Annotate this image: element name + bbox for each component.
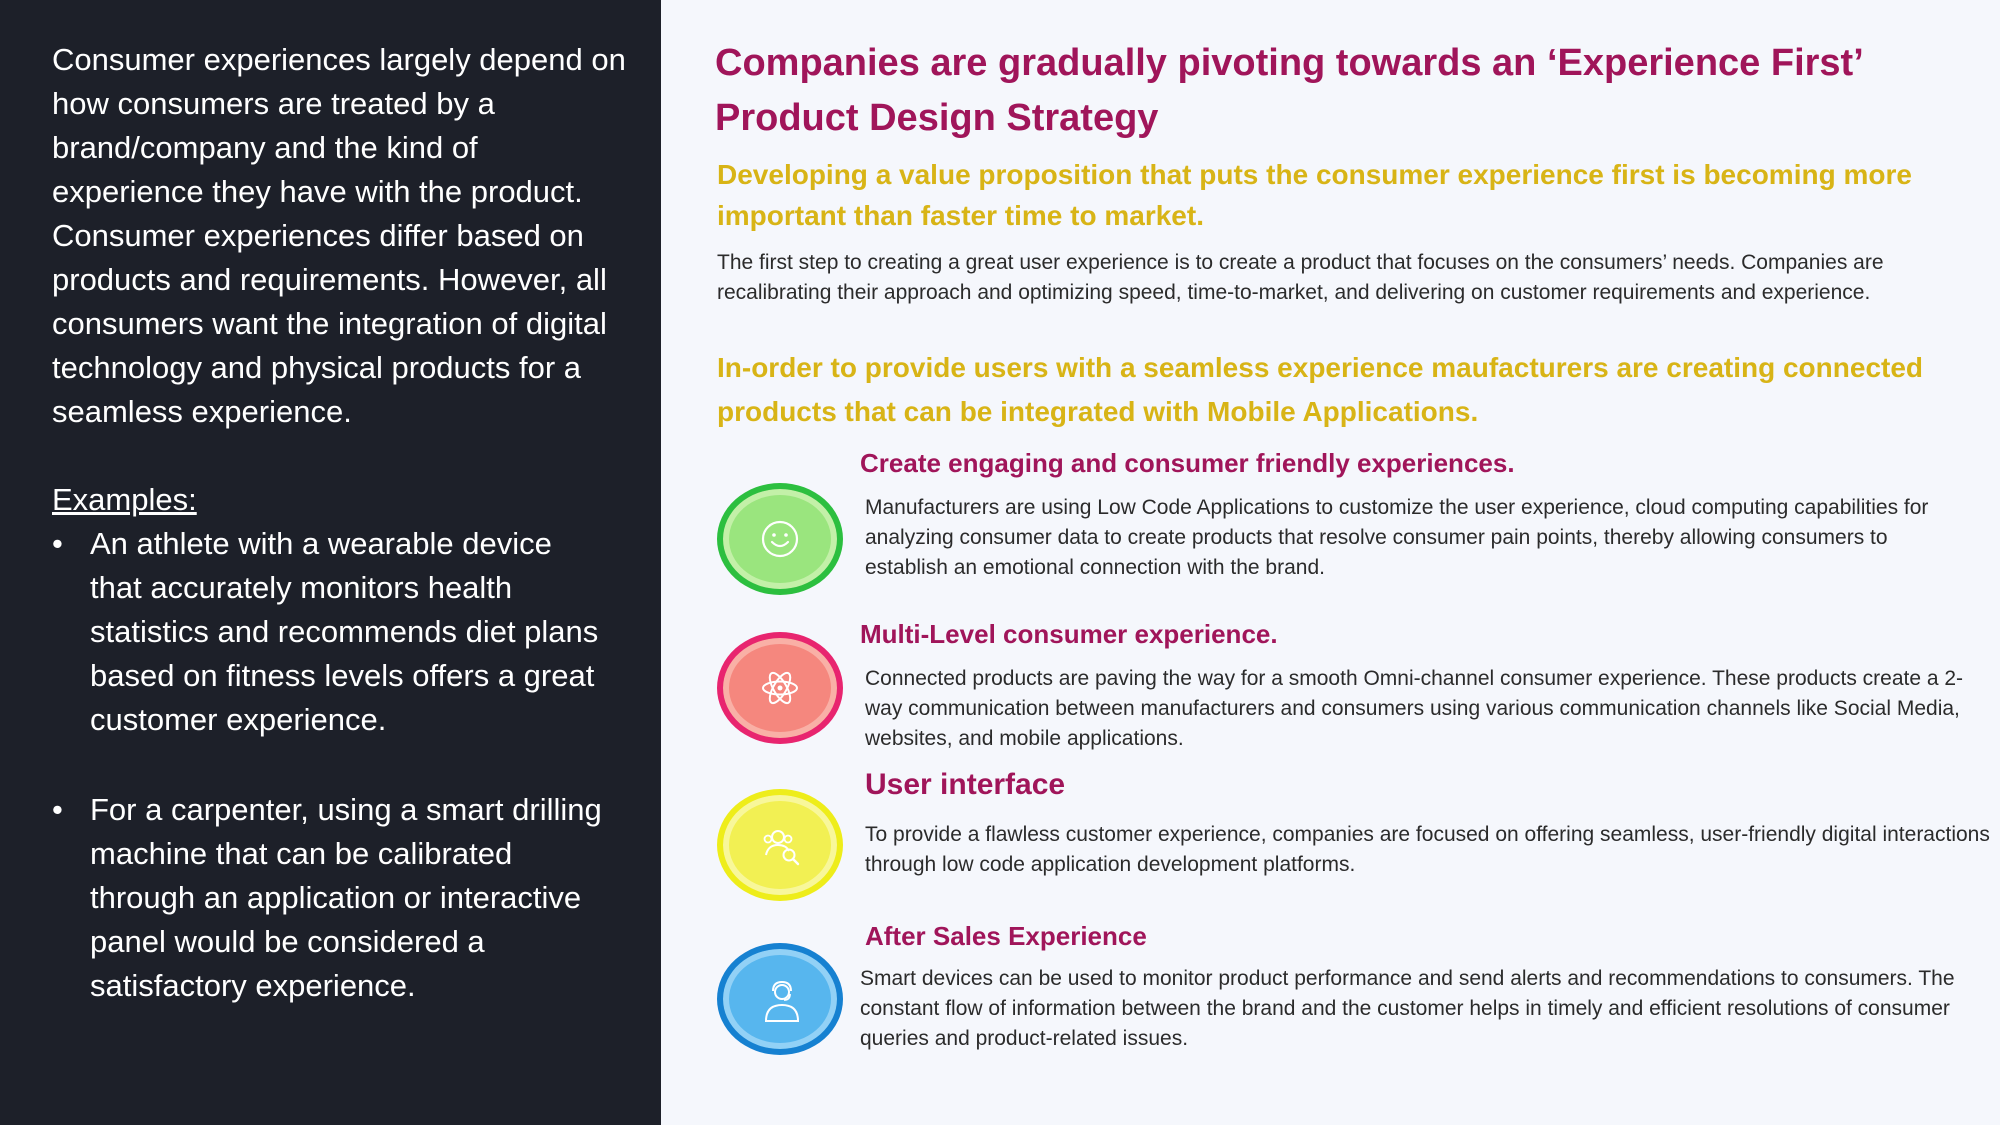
examples-label: Examples: xyxy=(52,482,197,517)
item-title-user-interface: User interface xyxy=(865,768,1066,801)
item-body-user-interface: To provide a flawless customer experienc… xyxy=(865,823,1990,876)
bullet-text: For a carpenter, using a smart drilling … xyxy=(90,792,602,1003)
item-body-after-sales: Smart devices can be used to monitor pro… xyxy=(860,967,1955,1050)
item-title-engaging: Create engaging and consumer friendly ex… xyxy=(860,448,1515,478)
item-title-multi-level: Multi-Level consumer experience. xyxy=(860,619,1278,649)
subheading-value-proposition: Developing a value proposition that puts… xyxy=(717,159,1912,231)
page-title: Companies are gradually pivoting towards… xyxy=(715,42,1862,139)
bullet-marker: • xyxy=(52,792,63,827)
example-bullet-1: • An athlete with a wearable device that… xyxy=(52,522,612,742)
right-panel: Companies are gradually pivoting towards… xyxy=(661,0,2000,1125)
bullet-text: An athlete with a wearable device that a… xyxy=(90,526,599,737)
example-bullet-2: • For a carpenter, using a smart drillin… xyxy=(52,788,612,1008)
support-agent-icon xyxy=(717,943,843,1055)
item-body-engaging: Manufacturers are using Low Code Applica… xyxy=(865,496,1929,579)
intro-text: Consumer experiences largely depend on h… xyxy=(52,42,626,429)
smiley-face-icon xyxy=(717,483,843,595)
bullet-marker: • xyxy=(52,526,63,561)
atom-icon xyxy=(717,632,843,744)
subheading-connected-products: In-order to provide users with a seamles… xyxy=(717,352,1924,427)
item-body-multi-level: Connected products are paving the way fo… xyxy=(865,667,1964,750)
left-panel: Consumer experiences largely depend on h… xyxy=(0,0,661,1125)
intro-paragraph: The first step to creating a great user … xyxy=(717,251,1884,304)
item-title-after-sales: After Sales Experience xyxy=(865,921,1147,951)
user-search-icon xyxy=(717,789,843,901)
